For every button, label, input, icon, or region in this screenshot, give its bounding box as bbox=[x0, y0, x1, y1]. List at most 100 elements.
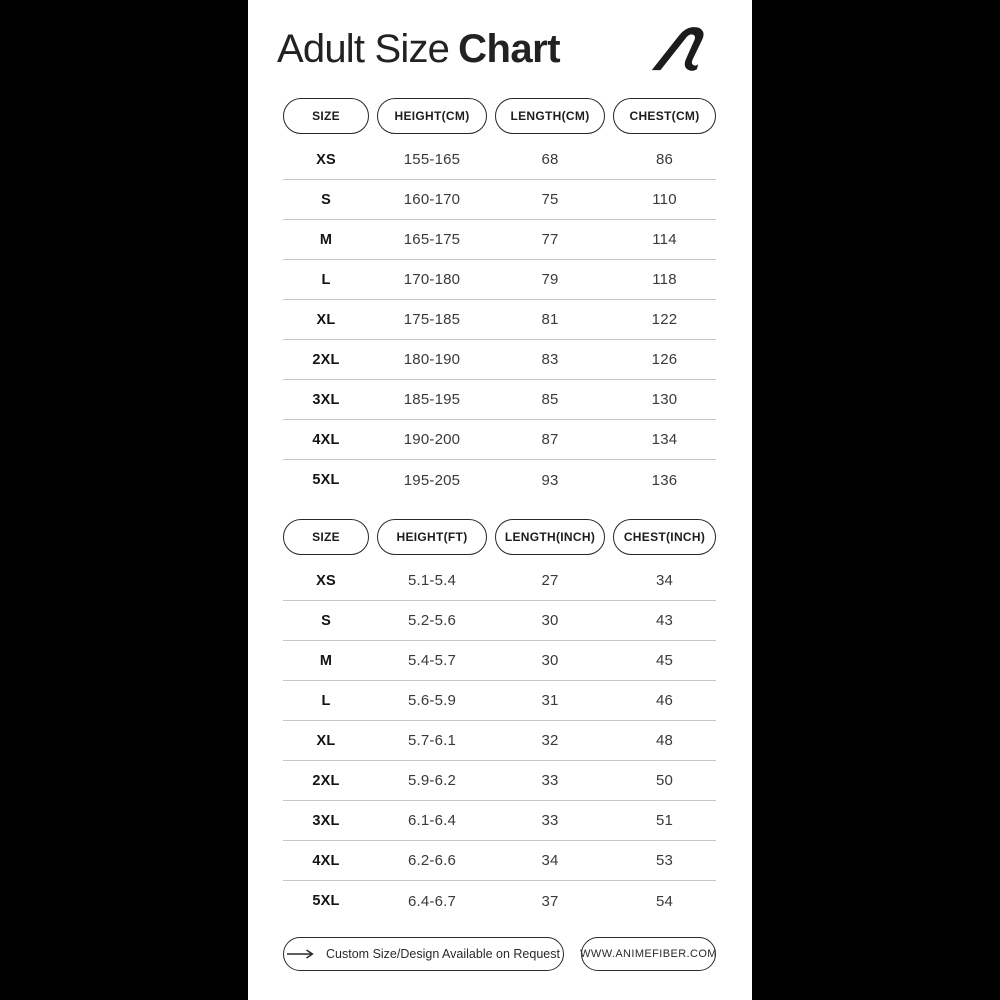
value-cell: 83 bbox=[541, 351, 559, 368]
table-row: S 160-170 75 110 bbox=[283, 180, 716, 220]
value-cell: 165-175 bbox=[403, 231, 461, 248]
size-label: XL bbox=[316, 732, 336, 749]
size-label: 5XL bbox=[312, 472, 340, 488]
value-cell: 79 bbox=[541, 271, 559, 288]
value-cell: 34 bbox=[655, 572, 674, 589]
size-label: 2XL bbox=[312, 772, 340, 789]
column-header-pill: HEIGHT(CM) bbox=[377, 98, 487, 134]
page-title: Adult Size Chart bbox=[277, 27, 561, 72]
table-row: 4XL 6.2-6.6 34 53 bbox=[283, 841, 716, 881]
value-cell: 5.7-6.1 bbox=[407, 732, 457, 749]
value-cell: 5.1-5.4 bbox=[407, 572, 457, 589]
column-header-pill: LENGTH(CM) bbox=[495, 98, 605, 134]
value-cell: 31 bbox=[541, 692, 559, 709]
value-cell: 54 bbox=[655, 892, 674, 910]
value-cell: 77 bbox=[541, 231, 559, 248]
value-cell: 75 bbox=[541, 191, 559, 208]
value-cell: 6.2-6.6 bbox=[407, 852, 457, 869]
size-label: XS bbox=[316, 572, 336, 589]
header-pill-row: SIZE HEIGHT(CM) LENGTH(CM) CHEST(CM) bbox=[283, 98, 716, 134]
value-cell: 122 bbox=[651, 311, 678, 328]
value-cell: 30 bbox=[541, 612, 559, 629]
table-row: XS 5.1-5.4 27 34 bbox=[283, 561, 716, 601]
website-label: WWW.ANIMEFIBER.COM bbox=[580, 948, 717, 960]
value-cell: 160-170 bbox=[403, 191, 461, 208]
value-cell: 50 bbox=[655, 772, 674, 789]
table-body: XS 155-165 68 86 S 160-170 75 110 M 165-175 77 114 L… bbox=[283, 140, 716, 500]
value-cell: 130 bbox=[651, 391, 678, 408]
value-cell: 136 bbox=[651, 471, 678, 489]
table-row: L 5.6-5.9 31 46 bbox=[283, 681, 716, 721]
value-cell: 170-180 bbox=[403, 271, 461, 288]
size-chart-panel: Adult Size Chart SIZE HEIGHT(CM) LENGTH(CM)… bbox=[248, 0, 752, 1000]
column-header-pill: CHEST(CM) bbox=[613, 98, 716, 134]
value-cell: 34 bbox=[541, 852, 559, 869]
size-label: 4XL bbox=[312, 852, 340, 869]
size-label: 4XL bbox=[312, 431, 340, 448]
header: Adult Size Chart bbox=[277, 25, 716, 73]
table-row: 5XL 195-205 93 136 bbox=[283, 460, 716, 500]
table-row: 2XL 5.9-6.2 33 50 bbox=[283, 761, 716, 801]
size-label: S bbox=[321, 191, 331, 208]
value-cell: 175-185 bbox=[403, 311, 461, 328]
size-label: L bbox=[321, 271, 331, 288]
column-header-pill: HEIGHT(FT) bbox=[377, 519, 487, 555]
value-cell: 110 bbox=[652, 191, 677, 208]
value-cell: 190-200 bbox=[403, 431, 461, 448]
value-cell: 114 bbox=[652, 231, 677, 248]
size-label: XS bbox=[316, 151, 336, 168]
website-link[interactable]: WWW.ANIMEFIBER.COM bbox=[580, 937, 717, 971]
value-cell: 48 bbox=[655, 732, 674, 749]
value-cell: 185-195 bbox=[403, 391, 461, 408]
table-row: M 165-175 77 114 bbox=[283, 220, 716, 260]
table-row: XL 5.7-6.1 32 48 bbox=[283, 721, 716, 761]
table-row: XS 155-165 68 86 bbox=[283, 140, 716, 180]
value-cell: 32 bbox=[541, 732, 559, 749]
size-label: 3XL bbox=[312, 812, 340, 829]
value-cell: 27 bbox=[541, 572, 559, 589]
value-cell: 180-190 bbox=[403, 351, 461, 368]
value-cell: 46 bbox=[655, 692, 674, 709]
footer: Custom Size/Design Available on Request … bbox=[283, 937, 716, 971]
value-cell: 86 bbox=[655, 151, 674, 168]
size-label: L bbox=[321, 692, 331, 709]
column-header-pill: SIZE bbox=[283, 519, 369, 555]
size-label: S bbox=[321, 612, 331, 629]
table-row: 3XL 6.1-6.4 33 51 bbox=[283, 801, 716, 841]
header-pill-row: SIZE HEIGHT(FT) LENGTH(INCH) CHEST(INCH) bbox=[283, 519, 716, 555]
value-cell: 5.6-5.9 bbox=[407, 692, 457, 709]
custom-request-button[interactable]: Custom Size/Design Available on Request bbox=[283, 937, 564, 971]
value-cell: 118 bbox=[652, 271, 677, 288]
value-cell: 195-205 bbox=[403, 471, 461, 489]
table-row: XL 175-185 81 122 bbox=[283, 300, 716, 340]
custom-request-label: Custom Size/Design Available on Request bbox=[326, 947, 560, 961]
table-row: 3XL 185-195 85 130 bbox=[283, 380, 716, 420]
value-cell: 51 bbox=[655, 812, 674, 829]
table-row: 5XL 6.4-6.7 37 54 bbox=[283, 881, 716, 921]
table-row: 4XL 190-200 87 134 bbox=[283, 420, 716, 460]
size-label: 5XL bbox=[312, 893, 340, 909]
size-label: M bbox=[319, 231, 333, 248]
value-cell: 30 bbox=[541, 652, 559, 669]
column-header-pill: SIZE bbox=[283, 98, 369, 134]
value-cell: 6.4-6.7 bbox=[407, 892, 457, 910]
value-cell: 33 bbox=[541, 772, 559, 789]
table-row: L 170-180 79 118 bbox=[283, 260, 716, 300]
column-header-pill: CHEST(INCH) bbox=[613, 519, 716, 555]
value-cell: 33 bbox=[541, 812, 559, 829]
metric-size-table: SIZE HEIGHT(CM) LENGTH(CM) CHEST(CM) XS 155-… bbox=[283, 98, 716, 500]
value-cell: 37 bbox=[541, 892, 559, 910]
animefiber-logo-icon bbox=[650, 25, 716, 73]
value-cell: 81 bbox=[541, 311, 559, 328]
table-row: M 5.4-5.7 30 45 bbox=[283, 641, 716, 681]
size-label: M bbox=[319, 652, 333, 669]
value-cell: 5.4-5.7 bbox=[407, 652, 457, 669]
column-header-pill: LENGTH(INCH) bbox=[495, 519, 605, 555]
value-cell: 155-165 bbox=[403, 151, 461, 168]
value-cell: 53 bbox=[655, 852, 674, 869]
size-label: 3XL bbox=[312, 391, 340, 408]
value-cell: 5.2-5.6 bbox=[407, 612, 457, 629]
value-cell: 43 bbox=[655, 612, 674, 629]
value-cell: 126 bbox=[651, 351, 678, 368]
